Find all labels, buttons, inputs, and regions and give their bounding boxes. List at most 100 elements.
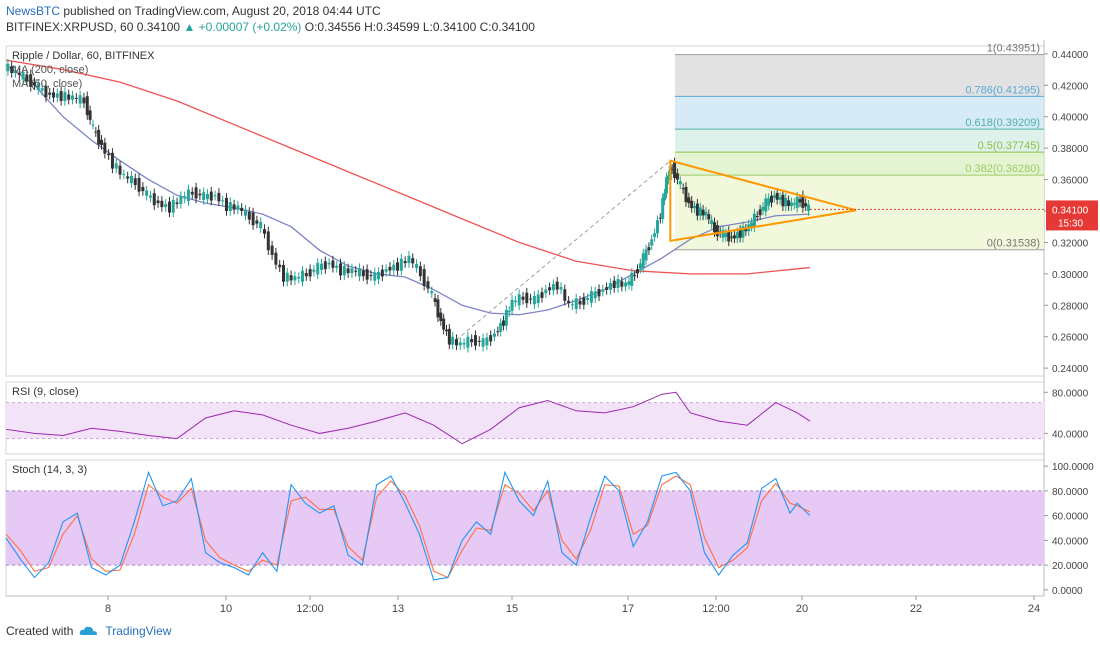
stoch-k-line bbox=[5, 470, 811, 581]
candle-body bbox=[741, 226, 745, 238]
candle-body bbox=[6, 63, 10, 72]
footer: Created with TradingView bbox=[6, 624, 171, 638]
price-label: 0.34100 bbox=[136, 20, 181, 34]
candle-body bbox=[735, 232, 739, 239]
candle-body bbox=[701, 209, 705, 216]
candle-body bbox=[732, 235, 736, 239]
time-tick-label: 12:00 bbox=[702, 603, 730, 615]
chart-area[interactable]: 0.440000.420000.400000.380000.360000.340… bbox=[0, 40, 1100, 620]
candle-body bbox=[74, 97, 78, 99]
fib-level-label: 0(0.31538) bbox=[987, 238, 1040, 250]
candle-body bbox=[33, 82, 37, 86]
candle-body bbox=[695, 203, 699, 216]
candle-body bbox=[339, 263, 343, 276]
candle-body bbox=[164, 203, 168, 208]
candle-body bbox=[707, 214, 711, 220]
candle-body bbox=[616, 279, 620, 288]
candle-body bbox=[589, 291, 593, 303]
candle-body bbox=[442, 318, 446, 330]
candle-body bbox=[301, 270, 305, 282]
stoch-d-line bbox=[5, 475, 811, 579]
candle-body bbox=[567, 300, 571, 303]
candle-body bbox=[661, 197, 665, 219]
created-with-label: Created with bbox=[6, 624, 74, 638]
candle-body bbox=[415, 263, 419, 269]
candle-body bbox=[217, 192, 221, 202]
candle-body bbox=[439, 312, 443, 321]
candle-body bbox=[666, 175, 670, 180]
candle-body bbox=[21, 72, 25, 80]
candle-body bbox=[555, 281, 559, 290]
candle-body bbox=[29, 74, 33, 87]
candle-body bbox=[473, 335, 477, 346]
fib-level-label: 0.382(0.36280) bbox=[965, 163, 1040, 175]
candle-body bbox=[103, 142, 107, 154]
symbol-line: BITFINEX:XRPUSD, 60 0.34100 ▲ +0.00007 (… bbox=[6, 20, 535, 34]
candle-body bbox=[422, 269, 426, 286]
candle-body bbox=[655, 220, 659, 234]
candle-body bbox=[775, 192, 779, 200]
fib-anchor-line bbox=[450, 160, 671, 345]
price-tick-label: 0.26000 bbox=[1052, 333, 1089, 344]
price-tick-label: 0.38000 bbox=[1052, 144, 1089, 155]
candle-body bbox=[761, 206, 765, 211]
candle-body bbox=[327, 262, 331, 265]
candle-body bbox=[396, 262, 400, 271]
candle-body bbox=[297, 277, 301, 279]
time-tick-label: 15 bbox=[506, 603, 518, 615]
candle-body bbox=[481, 338, 485, 347]
candle-body bbox=[681, 188, 685, 190]
candle-body bbox=[25, 74, 29, 82]
candle-body bbox=[517, 294, 521, 306]
candle-body bbox=[627, 281, 631, 285]
candle-body bbox=[365, 269, 369, 280]
candle-body bbox=[540, 292, 544, 298]
candle-body bbox=[807, 204, 811, 211]
stoch-band bbox=[6, 490, 1044, 566]
candle-body bbox=[97, 129, 101, 145]
candle-body bbox=[624, 282, 628, 287]
candle-body bbox=[224, 197, 228, 211]
time-tick-label: 8 bbox=[105, 603, 111, 615]
main-chart-title: Ripple / Dollar, 60, BITFINEX bbox=[12, 50, 155, 62]
candle-body bbox=[198, 193, 202, 196]
candle-body bbox=[638, 263, 642, 269]
price-tick-label: 0.24000 bbox=[1052, 364, 1089, 375]
candle-body bbox=[658, 217, 662, 219]
candle-body bbox=[190, 191, 194, 195]
fib-zone bbox=[675, 129, 1044, 153]
candle-body bbox=[430, 291, 434, 294]
candle-body bbox=[342, 266, 346, 276]
fib-level-label: 0.786(0.41295) bbox=[965, 84, 1040, 96]
candle-body bbox=[653, 233, 657, 237]
candle-body bbox=[715, 225, 719, 237]
price-tick-label: 0.42000 bbox=[1052, 81, 1089, 92]
candle-body bbox=[384, 269, 388, 272]
price-tick-label: 0.44000 bbox=[1052, 50, 1089, 61]
candle-body bbox=[129, 175, 133, 184]
candle-body bbox=[55, 93, 59, 98]
candle-body bbox=[586, 297, 590, 301]
candle-body bbox=[88, 110, 92, 120]
candle-body bbox=[320, 263, 324, 270]
candle-body bbox=[633, 275, 637, 277]
candle-body bbox=[67, 94, 71, 100]
tradingview-link[interactable]: TradingView bbox=[105, 624, 172, 638]
candle-body bbox=[492, 333, 496, 337]
candle-body bbox=[331, 260, 335, 268]
candle-body bbox=[152, 193, 156, 206]
publisher-name[interactable]: NewsBTC bbox=[6, 4, 61, 18]
candle-body bbox=[40, 88, 44, 91]
candle-body bbox=[418, 266, 422, 277]
candle-body bbox=[407, 255, 411, 264]
fib-level-label: 0.618(0.39209) bbox=[965, 117, 1040, 129]
tradingview-cloud-icon bbox=[80, 626, 98, 635]
chart-svg[interactable]: 0.440000.420000.400000.380000.360000.340… bbox=[0, 40, 1100, 620]
candle-body bbox=[710, 219, 714, 225]
candle-body bbox=[466, 336, 470, 348]
last-price-label: 0.34100 bbox=[1052, 205, 1089, 216]
candle-body bbox=[186, 189, 190, 202]
candle-body bbox=[620, 281, 624, 287]
rsi-line bbox=[5, 391, 811, 445]
time-tick-label: 13 bbox=[392, 603, 404, 615]
